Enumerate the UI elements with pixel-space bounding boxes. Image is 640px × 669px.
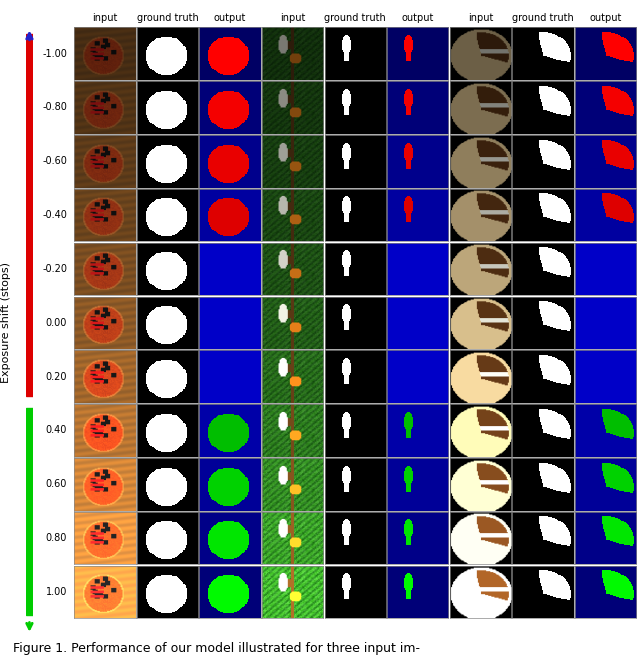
- Text: 0.20: 0.20: [45, 371, 67, 381]
- Text: -1.00: -1.00: [42, 49, 67, 59]
- Text: input: input: [468, 13, 493, 23]
- Bar: [26, 34, 33, 396]
- Bar: [26, 408, 33, 615]
- Text: output: output: [589, 13, 621, 23]
- Text: 0.80: 0.80: [46, 533, 67, 543]
- Text: 1.00: 1.00: [46, 587, 67, 597]
- Text: Figure 1. Performance of our model illustrated for three input im-: Figure 1. Performance of our model illus…: [13, 642, 420, 656]
- Text: 0.60: 0.60: [46, 479, 67, 489]
- Text: Exposure shift (stops): Exposure shift (stops): [1, 262, 12, 383]
- Text: ground truth: ground truth: [136, 13, 198, 23]
- Text: output: output: [214, 13, 246, 23]
- Text: ground truth: ground truth: [512, 13, 574, 23]
- Text: input: input: [92, 13, 118, 23]
- Text: -0.80: -0.80: [42, 102, 67, 112]
- Text: ground truth: ground truth: [324, 13, 386, 23]
- Text: -0.60: -0.60: [42, 157, 67, 167]
- Text: -0.40: -0.40: [42, 210, 67, 220]
- Text: 0.00: 0.00: [46, 318, 67, 328]
- Text: 0.40: 0.40: [46, 425, 67, 436]
- Text: output: output: [401, 13, 434, 23]
- Text: input: input: [280, 13, 305, 23]
- Text: -0.20: -0.20: [42, 264, 67, 274]
